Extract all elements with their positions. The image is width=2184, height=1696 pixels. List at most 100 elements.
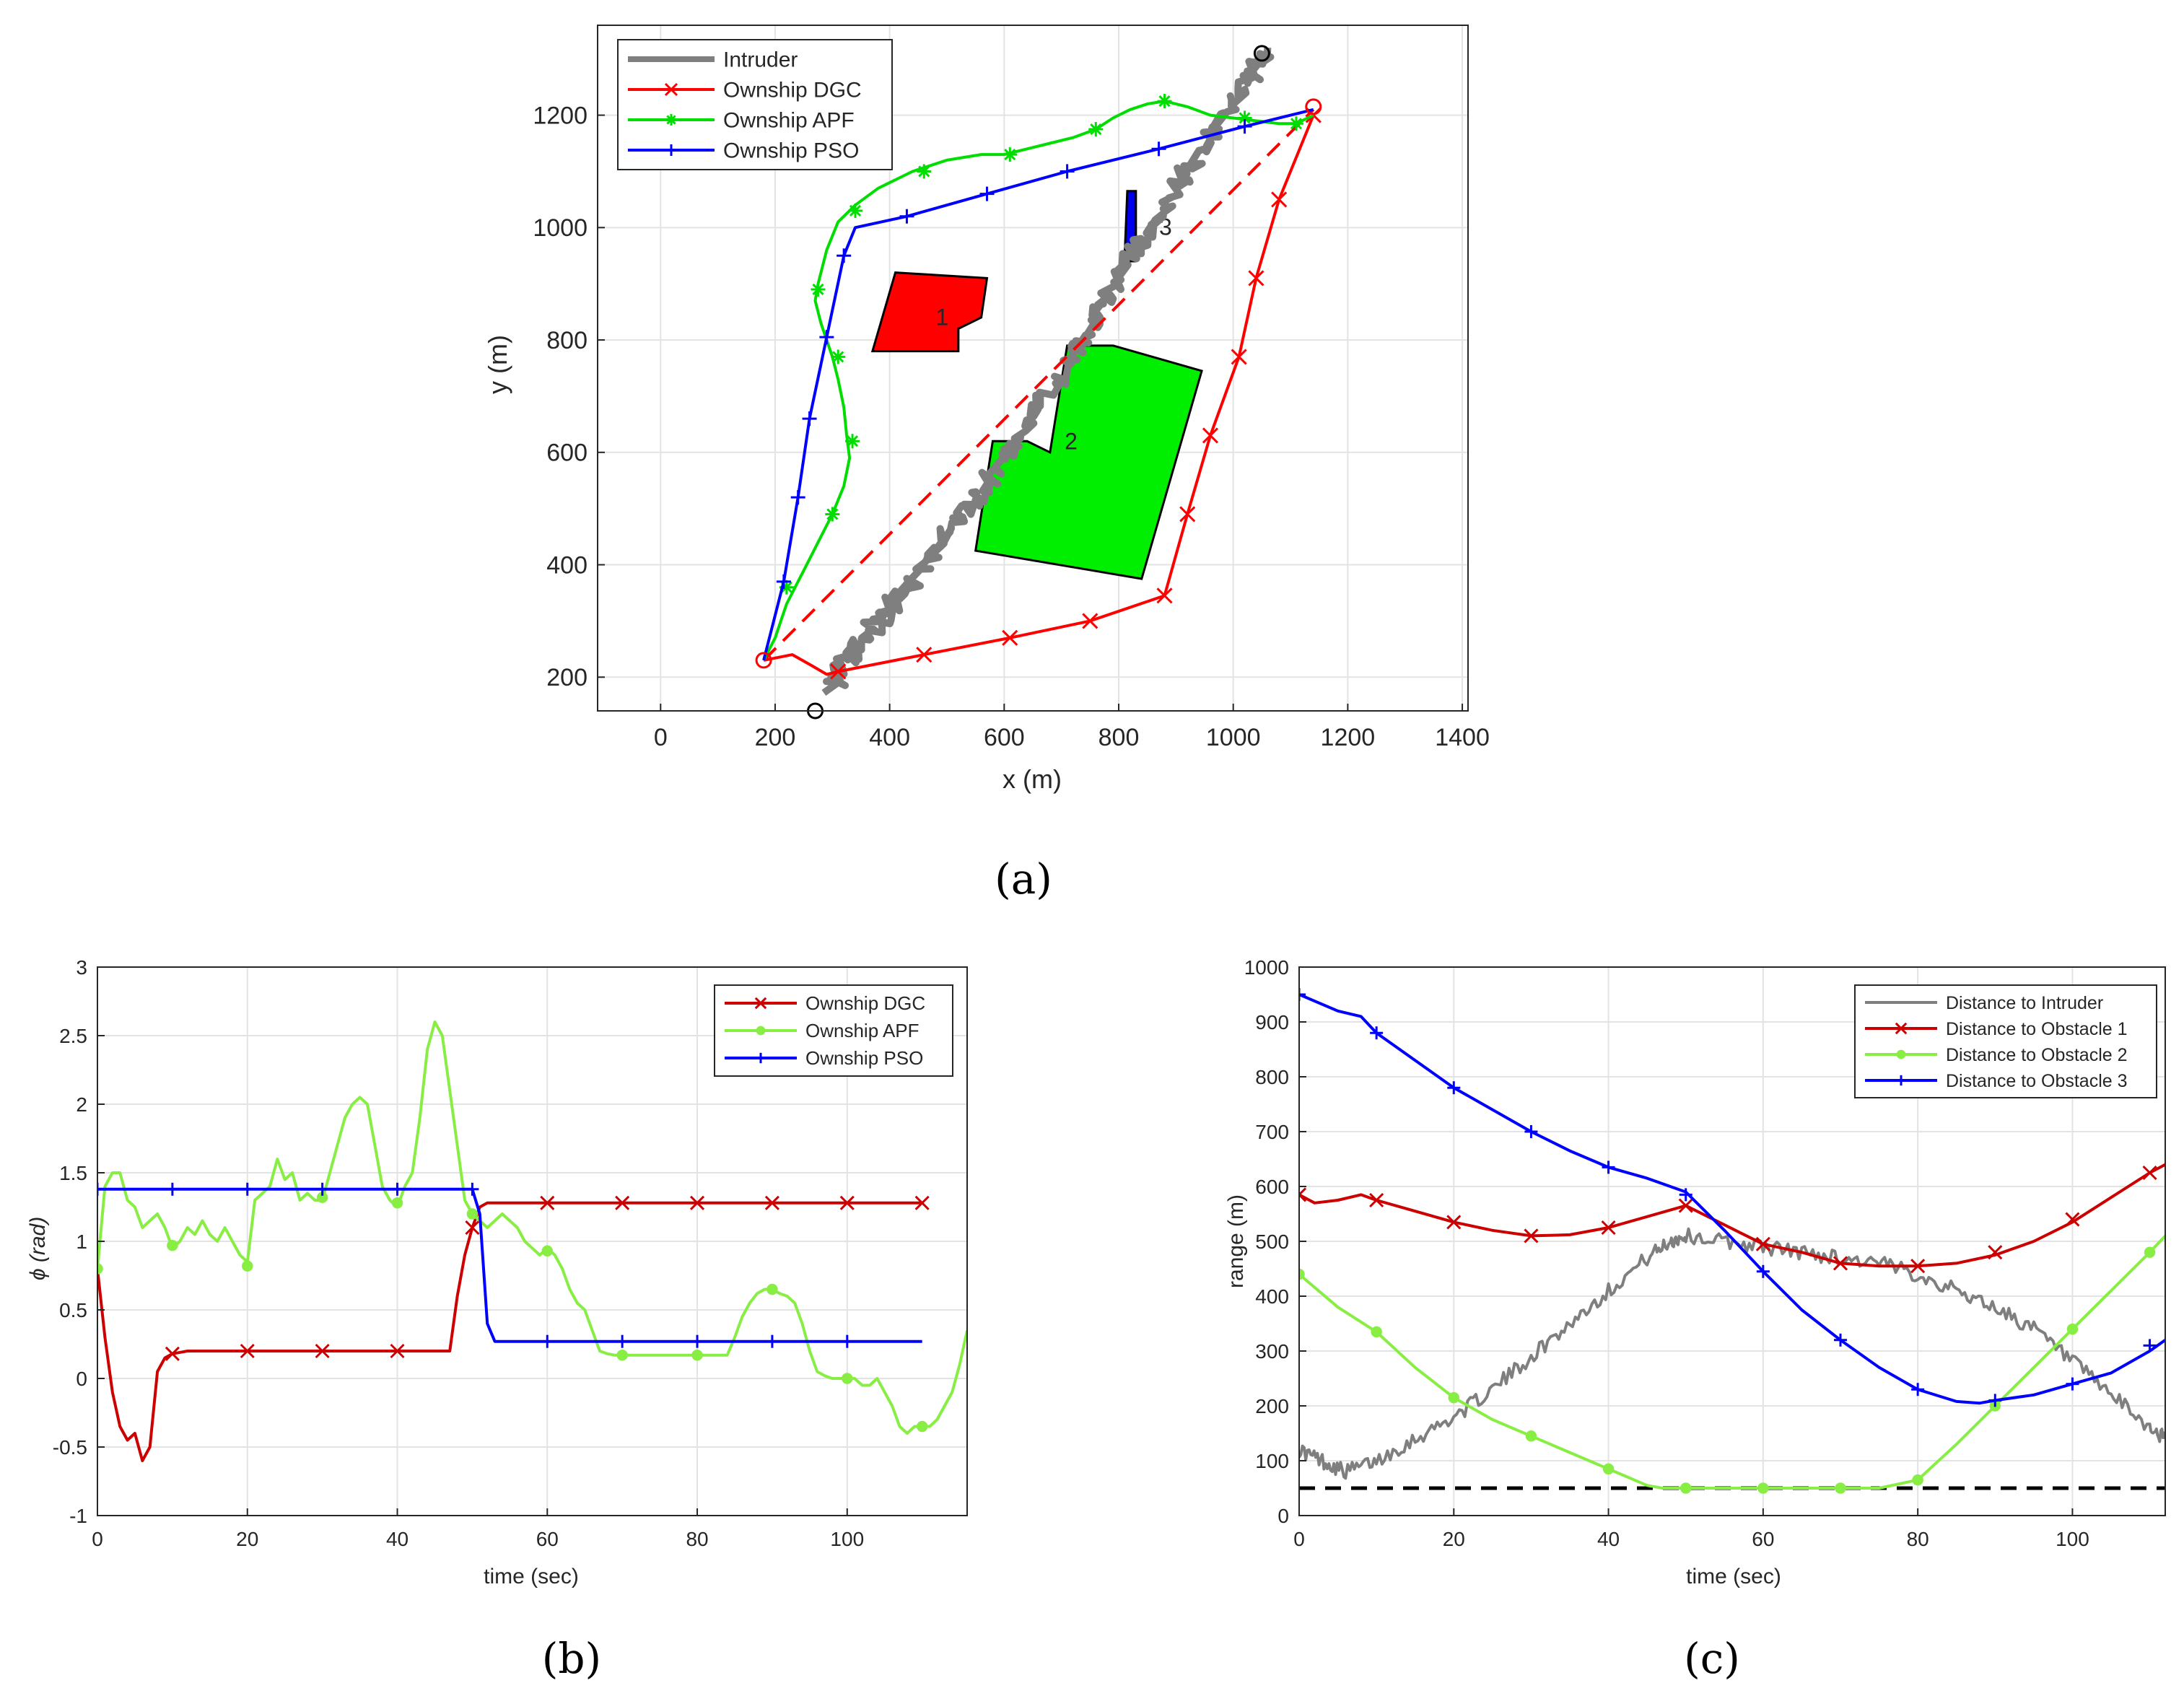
x-tick-label: 40: [386, 1528, 409, 1550]
legend-entry: Distance to Intruder: [1946, 993, 2103, 1013]
legend-entry: Distance to Obstacle 1: [1946, 1019, 2128, 1039]
series-distance-to-obstacle-1-marker: [2065, 1212, 2080, 1227]
y-tick-label: 0: [76, 1368, 87, 1390]
panel-a-axes: 0 200 400 600 800 1000 1200 1400 200 400 600 800 100…: [533, 25, 1490, 751]
panel-c-range-plot: 0 20 40 60 80 1000100200300400500600700800900…: [1224, 956, 2166, 1683]
legend-entry: Ownship DGC: [805, 992, 925, 1014]
series-distance-to-obstacle-2-marker: [1680, 1482, 1692, 1494]
obstacle-2: [974, 344, 1203, 580]
panel-b-series: [97, 1020, 967, 1462]
series-ownship-dgc-marker: [165, 1346, 180, 1361]
y-tick-label: 400: [1255, 1285, 1289, 1308]
legend-swatch-marker: [1895, 1022, 1908, 1035]
series-ownship-dgc-marker: [1231, 349, 1247, 365]
series-distance-to-obstacle-1-marker: [1910, 1259, 1926, 1274]
endpoint-marker: [1253, 45, 1270, 62]
panel-a-trajectory-plot: 123 0 200 400 600 800 1000 1200 140020040060080…: [483, 25, 1490, 904]
series-ownship-apf: [97, 1020, 967, 1435]
series-distance-to-obstacle-1-marker: [1755, 1236, 1770, 1251]
series-ownship-apf-marker: [691, 1349, 703, 1361]
series-distance-to-intruder: [1299, 1227, 2165, 1480]
x-tick-label: 0: [654, 724, 668, 751]
y-tick-label: 300: [1255, 1340, 1289, 1363]
panel-a-xlabel: x (m): [1003, 764, 1062, 794]
series-ownship-apf-marker: [780, 581, 792, 593]
x-tick-label: 100: [830, 1528, 864, 1550]
series-distance-to-obstacle-1-marker: [1299, 1187, 1307, 1197]
series-ownship-dgc: [97, 1201, 922, 1462]
axes-frame: [1298, 966, 2166, 1516]
plot-area: [97, 1020, 967, 1462]
y-tick-label: 1: [76, 1231, 87, 1253]
series-ownship-apf-marker: [826, 508, 839, 520]
legend-entry: Distance to Obstacle 3: [1946, 1071, 2128, 1091]
x-tick-label: 400: [869, 724, 910, 751]
series-ownship-dgc-marker: [1202, 427, 1219, 444]
y-tick-label: 200: [546, 664, 588, 691]
axes-frame: [97, 966, 968, 1516]
series-ownship-apf-marker: [849, 204, 862, 217]
caption-c: (c): [1684, 1634, 1740, 1683]
series-ownship-apf-marker: [466, 1208, 479, 1220]
series-distance-to-obstacle-2-marker: [1525, 1430, 1537, 1442]
series-ownship-apf-marker: [1290, 118, 1303, 130]
x-tick-label: 200: [755, 724, 796, 751]
endpoint-marker: [755, 652, 772, 669]
plot-area: [762, 47, 1322, 696]
series-ownship-dgc-marker: [1002, 629, 1018, 646]
series-ownship-dgc-marker: [615, 1195, 630, 1210]
series-ownship-dgc-marker: [465, 1220, 480, 1236]
panel-b-xlabel: time (sec): [484, 1565, 579, 1588]
x-tick-label: 1000: [1206, 724, 1261, 751]
series-ownship-dgc-marker: [916, 647, 932, 663]
x-tick-label: 800: [1098, 724, 1140, 751]
legend-swatch-marker: [754, 997, 767, 1010]
y-tick-label: 3: [76, 956, 87, 979]
series-distance-to-obstacle-2-marker: [1371, 1326, 1382, 1338]
legend-entry: Ownship APF: [805, 1020, 920, 1041]
series-ownship-dgc-marker: [540, 1195, 555, 1210]
series-distance-to-obstacle-2-marker: [1912, 1474, 1923, 1486]
series-distance-to-obstacle-1-marker: [1988, 1245, 2003, 1260]
series-ownship-dgc-marker: [914, 1195, 930, 1210]
x-tick-label: 80: [1907, 1528, 1929, 1550]
x-tick-label: 1200: [1321, 724, 1376, 751]
series-ownship-dgc-marker: [1156, 587, 1173, 604]
panel-a-series: [755, 45, 1322, 720]
y-tick-label: 1000: [1244, 956, 1289, 979]
series-distance-to-obstacle-2-marker: [1835, 1482, 1846, 1494]
series-ownship-apf-marker: [832, 351, 844, 363]
legend-entry: Intruder: [723, 48, 798, 72]
series-ownship-apf: [762, 100, 1314, 661]
panel-a-ylabel: y (m): [483, 335, 512, 394]
legend-entry: Ownship APF: [723, 109, 855, 133]
legend-swatch-marker: [1896, 1049, 1906, 1059]
x-tick-label: 60: [536, 1528, 559, 1550]
series-ownship-apf-marker: [847, 435, 859, 447]
x-tick-label: 0: [92, 1528, 103, 1550]
series-ownship-apf-marker: [1158, 95, 1171, 108]
x-tick-label: 100: [2056, 1528, 2089, 1550]
obstacle-label-1: 1: [935, 305, 948, 331]
x-tick-label: 40: [1597, 1528, 1620, 1550]
series-ownship-apf-marker: [97, 1263, 103, 1275]
series-ownship-dgc-marker: [1082, 613, 1098, 629]
axes-frame: [597, 25, 1469, 712]
series-ownship-apf-marker: [167, 1239, 178, 1251]
x-tick-label: 600: [984, 724, 1025, 751]
series-ownship-apf-marker: [541, 1245, 554, 1257]
series-distance-to-obstacle-2-marker: [2066, 1323, 2079, 1335]
y-tick-label: 200: [1255, 1395, 1289, 1417]
legend-entry: Distance to Obstacle 2: [1946, 1045, 2128, 1065]
series-ownship-dgc-marker: [689, 1195, 705, 1210]
y-tick-label: 1200: [533, 102, 588, 129]
obstacle-1: [870, 271, 989, 353]
series-ownship-apf-marker: [918, 165, 930, 178]
panel-b-ylabel: ϕ (rad): [26, 1217, 50, 1280]
plot-area: [1299, 988, 2165, 1494]
panel-c-axes: 0 20 40 60 80 1000100200300400500600700800900…: [1244, 956, 2166, 1550]
legend-entry: Ownship PSO: [805, 1047, 923, 1069]
series-ownship-apf-marker: [1239, 112, 1251, 124]
y-tick-label: 2: [76, 1093, 87, 1116]
series-ownship-apf-marker: [842, 1373, 853, 1384]
